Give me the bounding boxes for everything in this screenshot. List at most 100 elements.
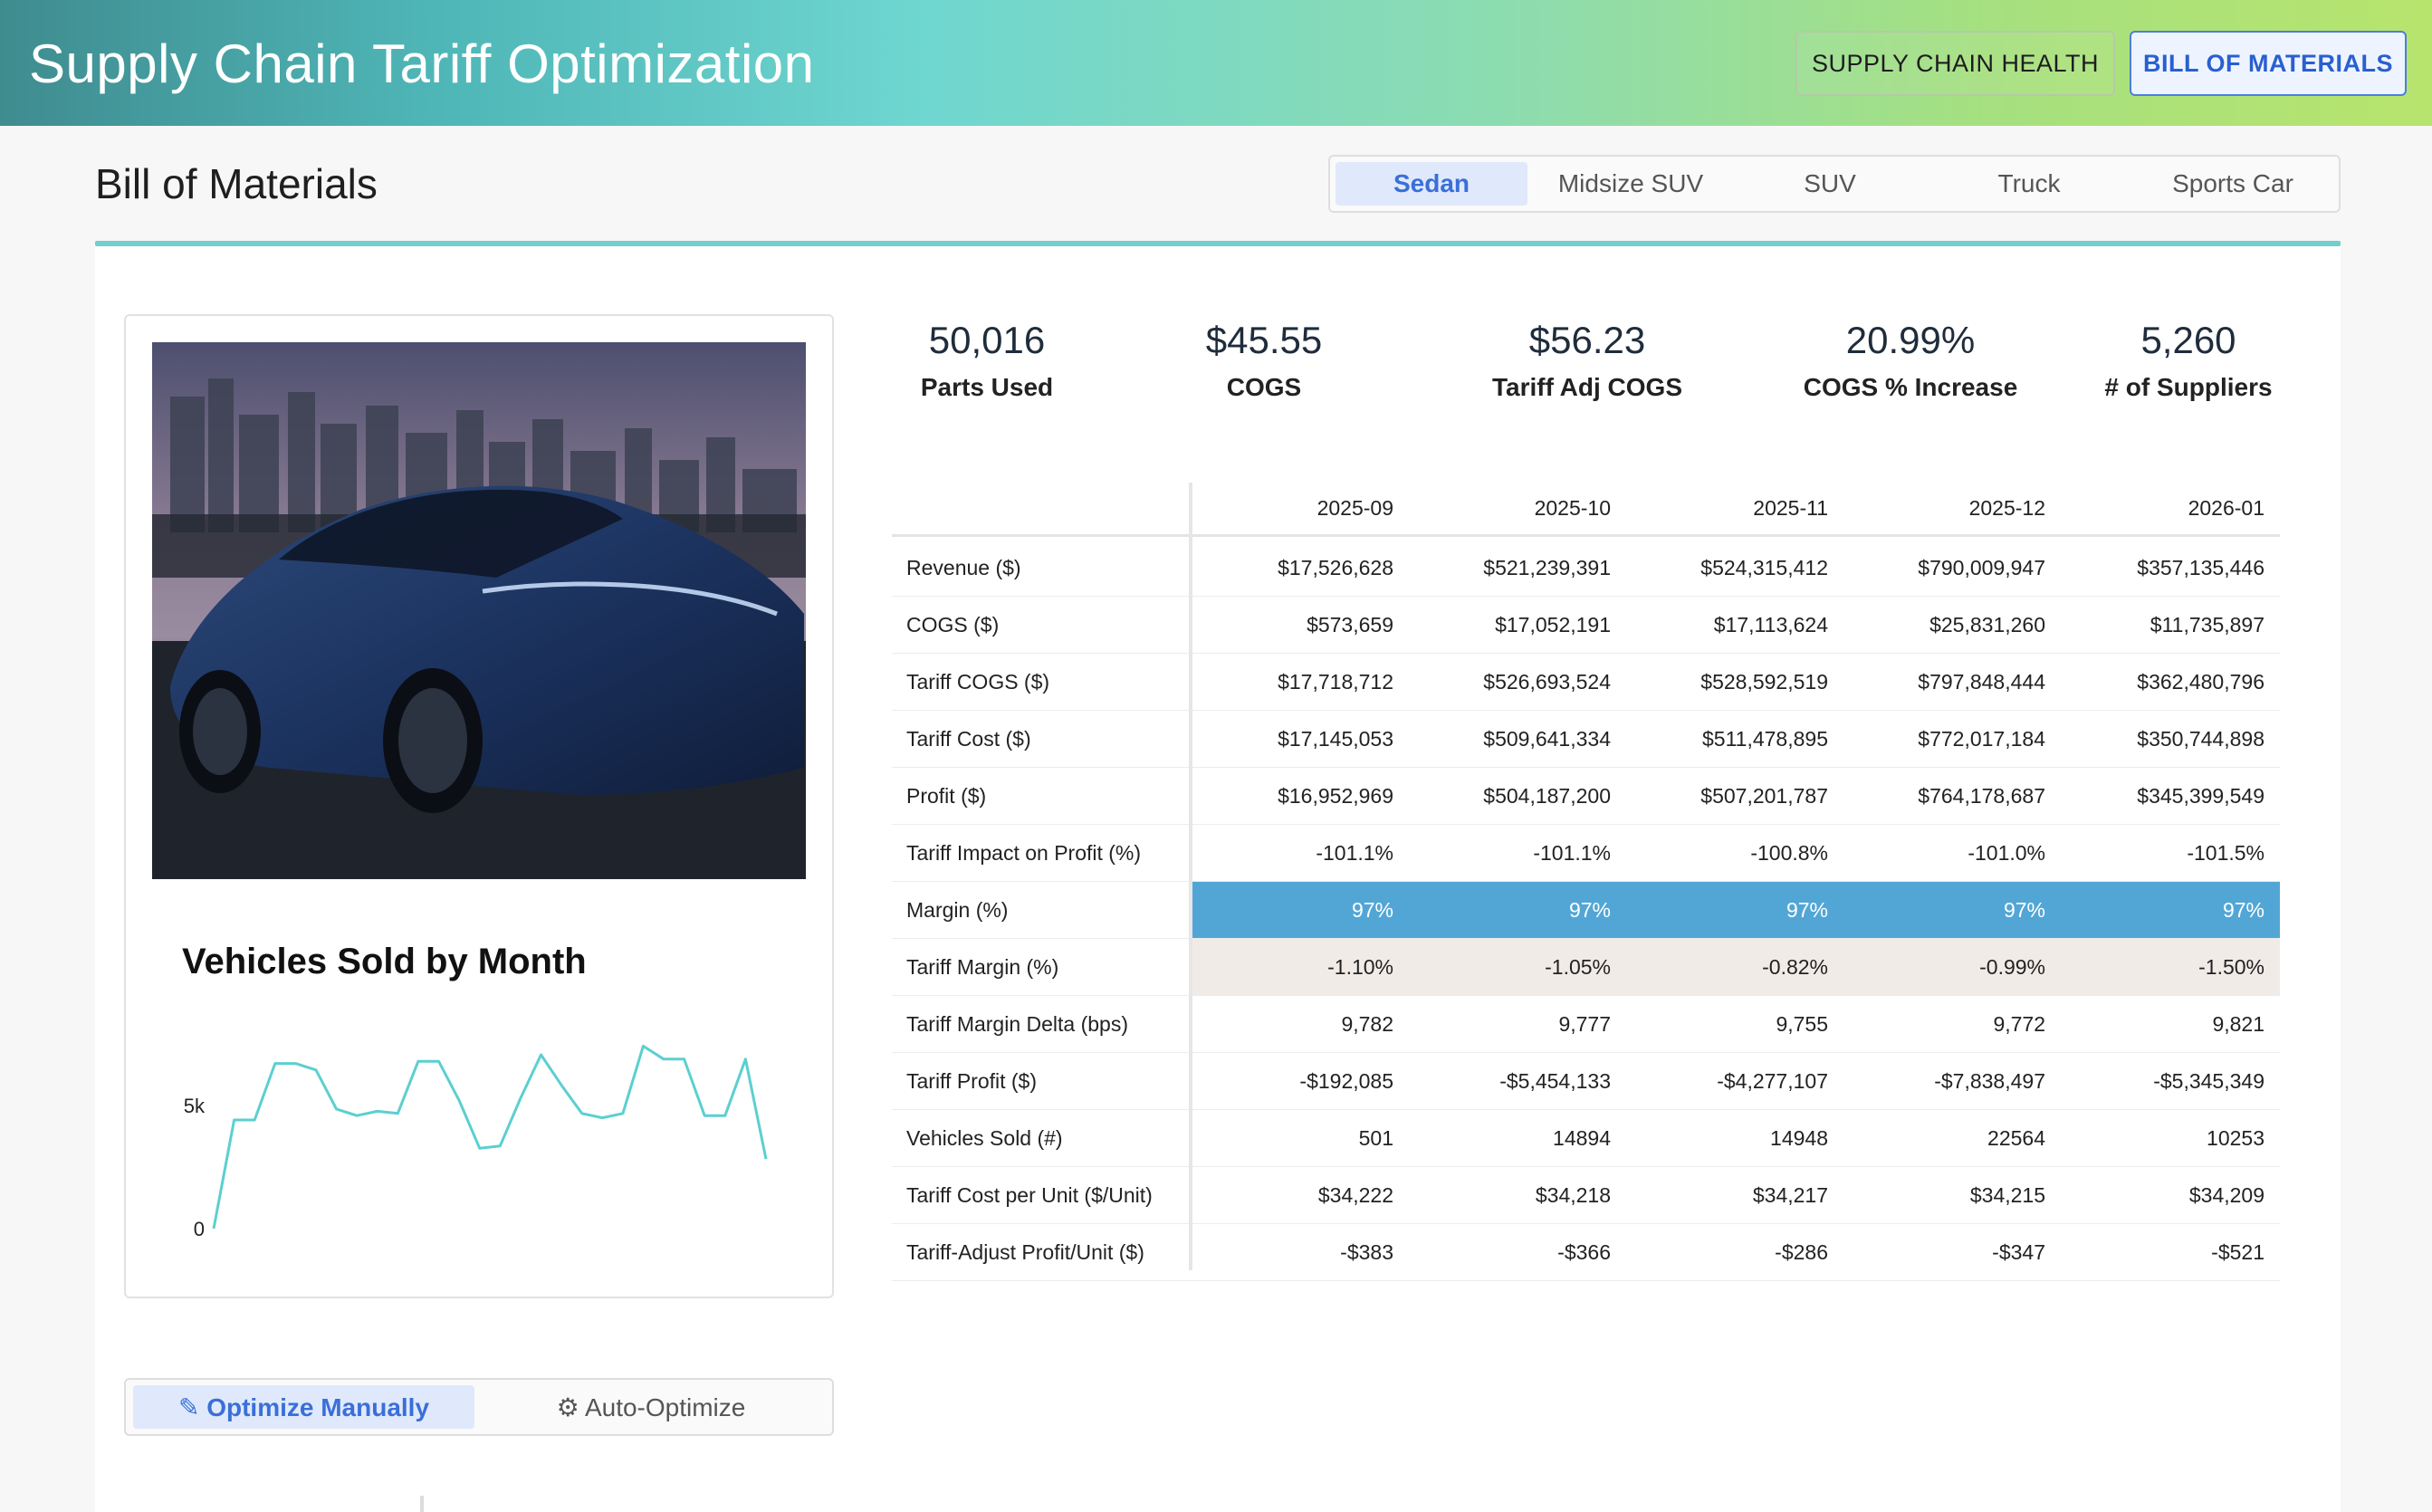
table-cell: $357,135,446 <box>2137 555 2264 579</box>
y-tick-label: 0 <box>194 1218 205 1240</box>
row-label: COGS ($) <box>906 612 1000 636</box>
table-row: Tariff Impact on Profit (%) -101.1% -101.1… <box>892 825 2280 882</box>
sold-series-line <box>212 1044 768 1230</box>
table-cell: $764,178,687 <box>1918 783 2045 808</box>
table-row: Tariff COGS ($) $17,718,712 $526,693,524 $5… <box>892 654 2280 711</box>
table-cell: -$383 <box>1340 1239 1393 1264</box>
table-cell: 97% <box>2222 897 2264 922</box>
kpi-value: $45.55 <box>1205 319 1323 361</box>
table-cell: 9,782 <box>1341 1011 1393 1036</box>
table-row: COGS ($) $573,659 $17,052,191 $17,113,624 $2… <box>892 597 2280 654</box>
table-cell: -$366 <box>1557 1239 1611 1264</box>
table-cell: -$5,454,133 <box>1499 1068 1611 1093</box>
table-row: Tariff Cost per Unit ($/Unit) $34,222 $34,… <box>892 1167 2280 1224</box>
kpi-label: COGS % Increase <box>1803 373 2018 401</box>
row-label: Tariff Impact on Profit (%) <box>906 840 1142 865</box>
table-cell: $25,831,260 <box>1929 612 2045 636</box>
optimize-mode-tabs: ✎ Optimize Manually ⚙ Auto-Optimize <box>124 1378 834 1436</box>
tab-sedan[interactable]: Sedan <box>1336 162 1527 206</box>
table-row: Tariff Cost ($) $17,145,053 $509,641,334 $5… <box>892 711 2280 768</box>
table-cell: $34,215 <box>1969 1182 2045 1207</box>
table-cell: $790,009,947 <box>1918 555 2045 579</box>
row-label: Tariff Cost ($) <box>906 726 1031 751</box>
table-cell: $16,952,969 <box>1278 783 1393 808</box>
table-cell: 9,772 <box>1993 1011 2045 1036</box>
kpi-label: # of Suppliers <box>2104 373 2273 401</box>
row-label: Vehicles Sold (#) <box>906 1125 1063 1150</box>
table-cell: $507,201,787 <box>1700 783 1828 808</box>
table-cell: $17,718,712 <box>1278 669 1393 694</box>
table-cell: $34,222 <box>1317 1182 1393 1207</box>
tab-midsize-suv[interactable]: Midsize SUV <box>1557 169 1704 197</box>
page-title: Bill of Materials <box>95 160 378 207</box>
tab-suv[interactable]: SUV <box>1804 169 1856 197</box>
table-row: Tariff Margin Delta (bps) 9,782 9,777 9,755… <box>892 996 2280 1053</box>
auto-optimize-tab[interactable]: ⚙ Auto-Optimize <box>556 1392 746 1421</box>
tab-truck[interactable]: Truck <box>1997 169 2061 197</box>
table-row: Tariff Margin (%) -1.10% -1.05% -0.82% -0.99… <box>892 939 2280 996</box>
table-cell: 97% <box>1786 897 1828 922</box>
kpi-tariff-adj-cogs: $56.23 Tariff Adj COGS <box>1433 319 1741 402</box>
table-cell: $504,187,200 <box>1483 783 1611 808</box>
table-cell: -1.10% <box>1327 954 1393 979</box>
nav-bill-of-materials-button[interactable]: BILL OF MATERIALS <box>2130 31 2407 96</box>
row-label: Tariff-Adjust Profit/Unit ($) <box>906 1239 1144 1264</box>
table-cell: $350,744,898 <box>2137 726 2264 751</box>
kpi-suppliers: 5,260 # of Suppliers <box>2035 319 2342 402</box>
table-cell: 10253 <box>2207 1125 2264 1150</box>
table-cell: $573,659 <box>1307 612 1393 636</box>
optimize-manually-tab[interactable]: ✎ Optimize Manually <box>133 1385 474 1429</box>
table-cell: $34,217 <box>1752 1182 1828 1207</box>
table-cell: $772,017,184 <box>1918 726 2045 751</box>
row-label: Tariff COGS ($) <box>906 669 1050 694</box>
table-cell: 97% <box>1351 897 1393 922</box>
table-cell: -101.1% <box>1316 840 1393 865</box>
column-header: 2026-01 <box>2188 496 2264 520</box>
kpi-value: $56.23 <box>1528 319 1646 361</box>
table-row: Vehicles Sold (#) 501 14894 14948 22564 10253 <box>892 1110 2280 1167</box>
kpi-parts-used: 50,016 Parts Used <box>833 319 1141 402</box>
app-header: Supply Chain Tariff Optimization SUPPLY … <box>0 0 2432 126</box>
table-cell: $362,480,796 <box>2137 669 2264 694</box>
table-row: Margin (%) 97% 97% 97% 97% 97% <box>892 882 2280 939</box>
table-cell: 97% <box>2003 897 2045 922</box>
table-cell: 9,777 <box>1558 1011 1611 1036</box>
table-row: Revenue ($) $17,526,628 $521,239,391 $524,3… <box>892 540 2280 597</box>
table-row: Profit ($) $16,952,969 $504,187,200 $507,20… <box>892 768 2280 825</box>
table-cell: $34,218 <box>1535 1182 1611 1207</box>
table-cell: $17,145,053 <box>1278 726 1393 751</box>
table-cell: $17,526,628 <box>1278 555 1393 579</box>
kpi-cogs: $45.55 COGS <box>1110 319 1418 402</box>
table-cell: 9,755 <box>1776 1011 1828 1036</box>
row-label: Tariff Profit ($) <box>906 1068 1037 1093</box>
kpi-value: 20.99% <box>1845 319 1976 361</box>
row-label: Tariff Margin (%) <box>906 954 1059 979</box>
sold-chart-title: Vehicles Sold by Month <box>182 942 587 981</box>
table-cell: 14894 <box>1553 1125 1611 1150</box>
table-cell: -0.99% <box>1979 954 2045 979</box>
column-header: 2025-11 <box>1753 496 1828 520</box>
table-cell: 501 <box>1358 1125 1393 1150</box>
column-header: 2025-12 <box>1968 496 2045 520</box>
table-cell: -$521 <box>2211 1239 2264 1264</box>
table-cell: 97% <box>1568 897 1611 922</box>
kpi-label: Parts Used <box>920 373 1054 401</box>
table-cell: -$7,838,497 <box>1934 1068 2045 1093</box>
row-label: Revenue ($) <box>906 555 1021 579</box>
table-cell: $509,641,334 <box>1483 726 1611 751</box>
table-cell: -1.50% <box>2198 954 2264 979</box>
table-cell: -$286 <box>1775 1239 1828 1264</box>
row-label: Tariff Margin Delta (bps) <box>906 1011 1128 1036</box>
table-cell: $17,052,191 <box>1495 612 1611 636</box>
table-cell: -0.82% <box>1762 954 1828 979</box>
table-cell: $11,735,897 <box>2150 612 2264 636</box>
table-cell: -$4,277,107 <box>1717 1068 1828 1093</box>
vehicles-sold-chart: 5k 0 <box>184 1044 768 1240</box>
table-cell: $17,113,624 <box>1713 612 1828 636</box>
tab-sports-car[interactable]: Sports Car <box>2172 169 2293 197</box>
nav-supply-chain-health-button[interactable]: SUPPLY CHAIN HEALTH <box>1795 31 2115 96</box>
table-cell: $526,693,524 <box>1483 669 1611 694</box>
row-label: Tariff Cost per Unit ($/Unit) <box>906 1182 1153 1207</box>
table-cell: -101.0% <box>1968 840 2045 865</box>
table-cell: 14948 <box>1770 1125 1828 1150</box>
